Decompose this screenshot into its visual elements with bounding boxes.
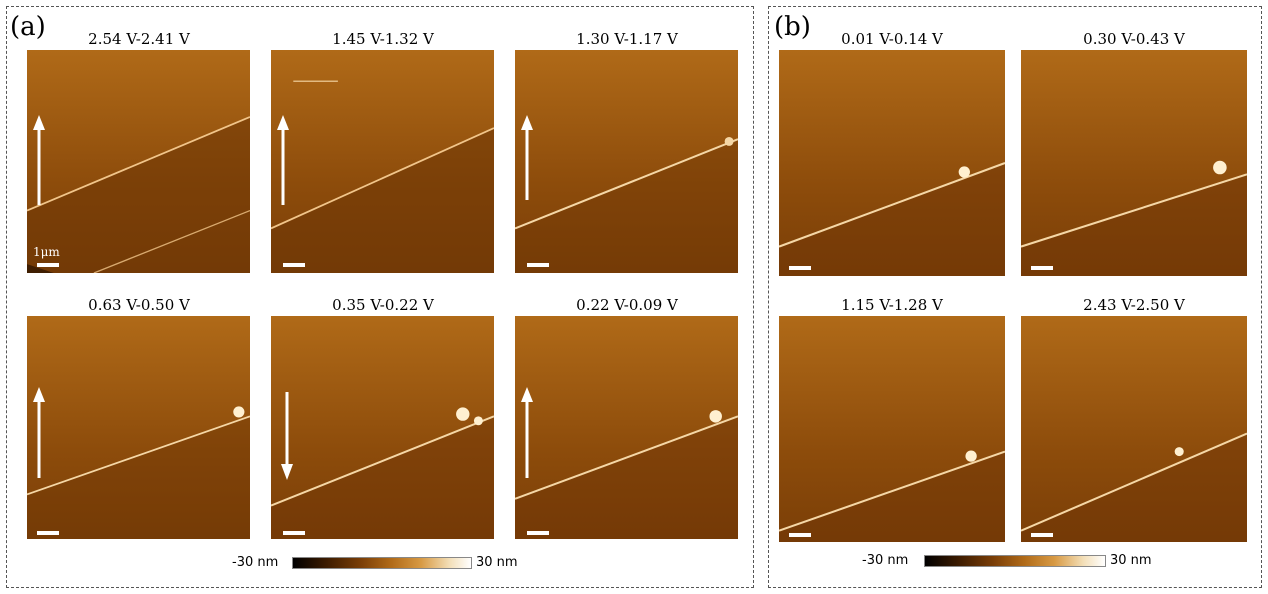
colorbar (924, 555, 1106, 567)
afm-image (515, 316, 738, 539)
panel-b-label: (b) (774, 12, 811, 42)
afm-image (779, 50, 1005, 276)
image-title: 0.63 V-0.50 V (88, 296, 190, 314)
image-title: 1.30 V-1.17 V (576, 30, 678, 48)
afm-image (1021, 316, 1247, 542)
scalebar (789, 266, 811, 270)
scalebar (1031, 266, 1053, 270)
scalebar (1031, 533, 1053, 537)
image-title: 0.22 V-0.09 V (576, 296, 678, 314)
image-title: 0.30 V-0.43 V (1083, 30, 1185, 48)
image-title: 2.54 V-2.41 V (88, 30, 190, 48)
afm-image (515, 50, 738, 273)
scalebar (37, 263, 59, 267)
colorbar (292, 557, 472, 569)
colorbar-min-label: -30 nm (232, 555, 279, 570)
panel-b (768, 6, 1262, 588)
scalebar-label: 1μm (33, 245, 60, 259)
panel-a (6, 6, 754, 588)
colorbar-min-label: -30 nm (862, 553, 909, 568)
afm-image (27, 50, 250, 273)
image-title: 1.45 V-1.32 V (332, 30, 434, 48)
afm-image (271, 316, 494, 539)
afm-image (27, 316, 250, 539)
afm-image (271, 50, 494, 273)
scalebar (527, 263, 549, 267)
image-title: 0.01 V-0.14 V (841, 30, 943, 48)
colorbar-max-label: 30 nm (476, 555, 518, 570)
panel-a-label: (a) (10, 12, 46, 42)
scalebar (527, 531, 549, 535)
afm-image (1021, 50, 1247, 276)
scalebar (283, 263, 305, 267)
colorbar-max-label: 30 nm (1110, 553, 1152, 568)
image-title: 0.35 V-0.22 V (332, 296, 434, 314)
scalebar (37, 531, 59, 535)
scalebar (283, 531, 305, 535)
image-title: 2.43 V-2.50 V (1083, 296, 1185, 314)
afm-image (779, 316, 1005, 542)
scalebar (789, 533, 811, 537)
image-title: 1.15 V-1.28 V (841, 296, 943, 314)
